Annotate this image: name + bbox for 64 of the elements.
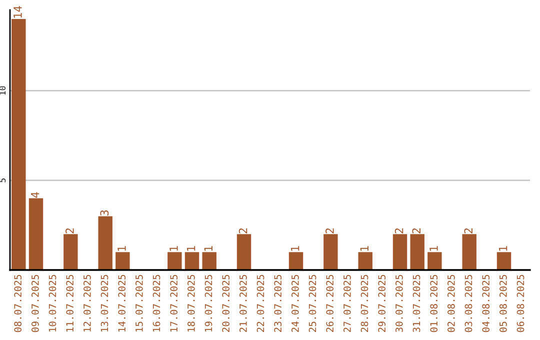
data-label: 2	[412, 228, 420, 234]
x-tick-label: 22.07.2025	[256, 274, 264, 332]
x-tick-label: 18.07.2025	[187, 274, 195, 332]
x-tick-label: 14.07.2025	[118, 274, 126, 332]
data-label: 1	[430, 246, 438, 251]
bar	[324, 234, 338, 270]
x-tick-label: 05.08.2025	[499, 274, 507, 332]
bar	[12, 18, 26, 270]
x-tick-label: 17.07.2025	[170, 274, 178, 332]
data-label: 4	[30, 192, 40, 198]
x-tick-label: 04.08.2025	[482, 274, 490, 332]
data-label: 1	[118, 246, 126, 251]
bar	[288, 252, 304, 270]
data-label: 1	[186, 246, 196, 251]
data-label: 1	[498, 246, 508, 251]
x-tick-label: 23.07.2025	[274, 274, 282, 332]
data-label: 1	[290, 246, 300, 251]
bar	[168, 252, 182, 270]
x-tick-label: 15.07.2025	[135, 274, 143, 332]
bar	[462, 234, 476, 270]
x-tick-label: 13.07.2025	[100, 274, 108, 332]
x-tick-label: 08.07.2025	[14, 274, 22, 332]
x-tick-label: 02.08.2025	[447, 274, 455, 332]
data-label: 2	[326, 228, 334, 234]
x-tick-label: 09.07.2025	[31, 274, 39, 332]
bar	[184, 252, 200, 270]
x-tick-label: 12.07.2025	[83, 274, 91, 332]
x-tick-label: 01.08.2025	[430, 274, 438, 332]
x-tick-label: 26.07.2025	[326, 274, 334, 332]
x-tick-label: 21.07.2025	[239, 274, 247, 332]
x-tick-label: 06.08.2025	[516, 274, 524, 332]
data-label: 1	[204, 246, 212, 251]
x-tick-label: 11.07.2025	[66, 274, 74, 332]
x-tick-label: 10.07.2025	[48, 274, 56, 332]
data-label: 3	[100, 210, 109, 216]
x-tick-label: 03.08.2025	[464, 274, 472, 332]
data-label: 1	[360, 246, 368, 251]
x-tick-label: 16.07.2025	[152, 274, 160, 332]
bar	[428, 252, 442, 270]
data-label: 2	[464, 228, 472, 234]
x-tick-label: 27.07.2025	[343, 274, 351, 332]
bar	[410, 234, 424, 270]
data-label: 2	[394, 228, 404, 234]
x-tick-label: 20.07.2025	[222, 274, 230, 332]
data-label: 2	[66, 228, 74, 234]
x-tick-label: 25.07.2025	[308, 274, 316, 332]
x-tick-label: 29.07.2025	[378, 274, 386, 332]
bar	[358, 252, 372, 270]
x-tick-label: 24.07.2025	[291, 274, 299, 332]
bar	[98, 216, 112, 270]
x-tick-label: 31.07.2025	[412, 274, 420, 332]
data-label: 1	[170, 246, 178, 251]
data-label: 2	[238, 228, 248, 234]
bar	[202, 252, 216, 270]
bar	[496, 252, 512, 270]
bar	[28, 198, 44, 270]
x-tick-label: 30.07.2025	[395, 274, 403, 332]
x-tick-label: 28.07.2025	[360, 274, 368, 332]
x-tick-label: 19.07.2025	[204, 274, 212, 332]
bar	[236, 234, 252, 270]
data-label: 14	[14, 6, 22, 18]
bar	[116, 252, 130, 270]
bar	[64, 234, 78, 270]
bar	[392, 234, 408, 270]
